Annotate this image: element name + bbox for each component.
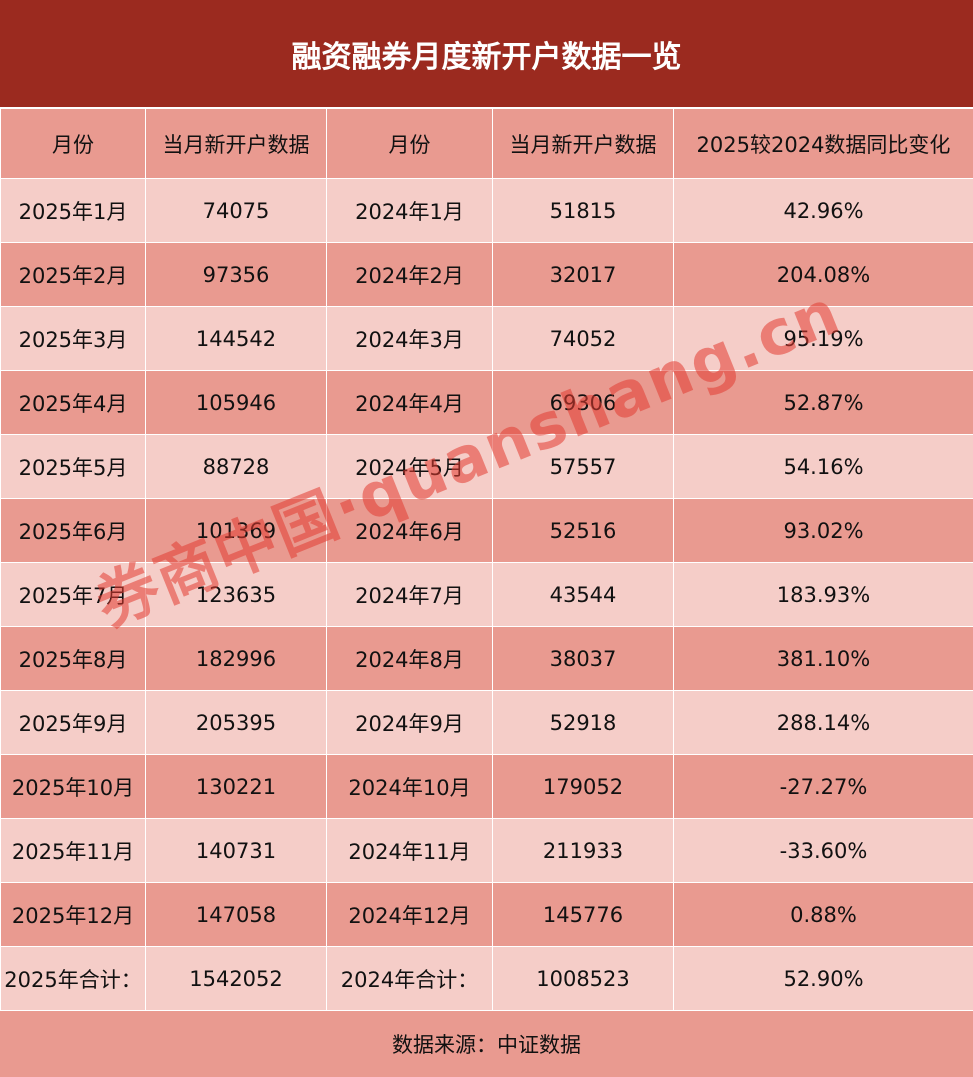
table-cell: 51815: [493, 179, 674, 243]
table-cell: 42.96%: [674, 179, 973, 243]
table-cell: 52.90%: [674, 947, 973, 1011]
table-cell: 2024年3月: [327, 307, 493, 371]
table-cell: 2025年3月: [1, 307, 146, 371]
table-cell: 43544: [493, 563, 674, 627]
table-cell: 205395: [146, 691, 327, 755]
table-cell: 32017: [493, 243, 674, 307]
table-cell: 105946: [146, 371, 327, 435]
table-cell: 2024年9月: [327, 691, 493, 755]
table-cell: 74052: [493, 307, 674, 371]
table-cell: 2024年8月: [327, 627, 493, 691]
table-cell: 288.14%: [674, 691, 973, 755]
table-cell: 74075: [146, 179, 327, 243]
table-cell: 2025年8月: [1, 627, 146, 691]
table-title: 融资融券月度新开户数据一览: [0, 0, 973, 108]
source-note: 数据来源：中证数据: [0, 1011, 973, 1077]
table-cell: 2024年11月: [327, 819, 493, 883]
table-cell: 2024年6月: [327, 499, 493, 563]
table-cell: 2024年12月: [327, 883, 493, 947]
table-cell: 101369: [146, 499, 327, 563]
table-cell: 52516: [493, 499, 674, 563]
table-cell: 123635: [146, 563, 327, 627]
table-cell: 147058: [146, 883, 327, 947]
table-cell: 2025年9月: [1, 691, 146, 755]
table-cell: 2025年4月: [1, 371, 146, 435]
table-cell: 179052: [493, 755, 674, 819]
table-cell: 2024年合计：: [327, 947, 493, 1011]
table-cell: 2024年2月: [327, 243, 493, 307]
table-cell: 2024年10月: [327, 755, 493, 819]
table-cell: 38037: [493, 627, 674, 691]
table-cell: 2025年合计：: [1, 947, 146, 1011]
table-cell: 2025年6月: [1, 499, 146, 563]
table-cell: 2024年7月: [327, 563, 493, 627]
table-cell: 183.93%: [674, 563, 973, 627]
table-cell: 69306: [493, 371, 674, 435]
table-cell: 52.87%: [674, 371, 973, 435]
table-cell: 2025年5月: [1, 435, 146, 499]
table-cell: 97356: [146, 243, 327, 307]
table-cell: 130221: [146, 755, 327, 819]
table-cell: 2024年5月: [327, 435, 493, 499]
table-cell: 1542052: [146, 947, 327, 1011]
table-cell: 95.19%: [674, 307, 973, 371]
header-cell: 当月新开户数据: [493, 109, 674, 179]
table-cell: 140731: [146, 819, 327, 883]
table-cell: 2025年7月: [1, 563, 146, 627]
data-table: 月份 当月新开户数据 月份 当月新开户数据 2025较2024数据同比变化 20…: [0, 108, 973, 1011]
table-cell: 1008523: [493, 947, 674, 1011]
table-cell: 182996: [146, 627, 327, 691]
table-cell: 2025年11月: [1, 819, 146, 883]
table-cell: 2025年2月: [1, 243, 146, 307]
header-row: 月份 当月新开户数据 月份 当月新开户数据 2025较2024数据同比变化: [1, 109, 973, 179]
table-cell: 144542: [146, 307, 327, 371]
table-cell: 2024年1月: [327, 179, 493, 243]
table-cell: 2025年12月: [1, 883, 146, 947]
table-cell: 211933: [493, 819, 674, 883]
table-cell: 54.16%: [674, 435, 973, 499]
table-cell: 2025年1月: [1, 179, 146, 243]
table-cell: -27.27%: [674, 755, 973, 819]
table-cell: 57557: [493, 435, 674, 499]
header-cell: 当月新开户数据: [146, 109, 327, 179]
table-cell: -33.60%: [674, 819, 973, 883]
table-cell: 52918: [493, 691, 674, 755]
header-cell: 2025较2024数据同比变化: [674, 109, 973, 179]
header-cell: 月份: [1, 109, 146, 179]
table-cell: 145776: [493, 883, 674, 947]
table-cell: 88728: [146, 435, 327, 499]
table-cell: 2024年4月: [327, 371, 493, 435]
table-cell: 2025年10月: [1, 755, 146, 819]
table-cell: 381.10%: [674, 627, 973, 691]
table-cell: 204.08%: [674, 243, 973, 307]
table-cell: 93.02%: [674, 499, 973, 563]
header-cell: 月份: [327, 109, 493, 179]
table-cell: 0.88%: [674, 883, 973, 947]
